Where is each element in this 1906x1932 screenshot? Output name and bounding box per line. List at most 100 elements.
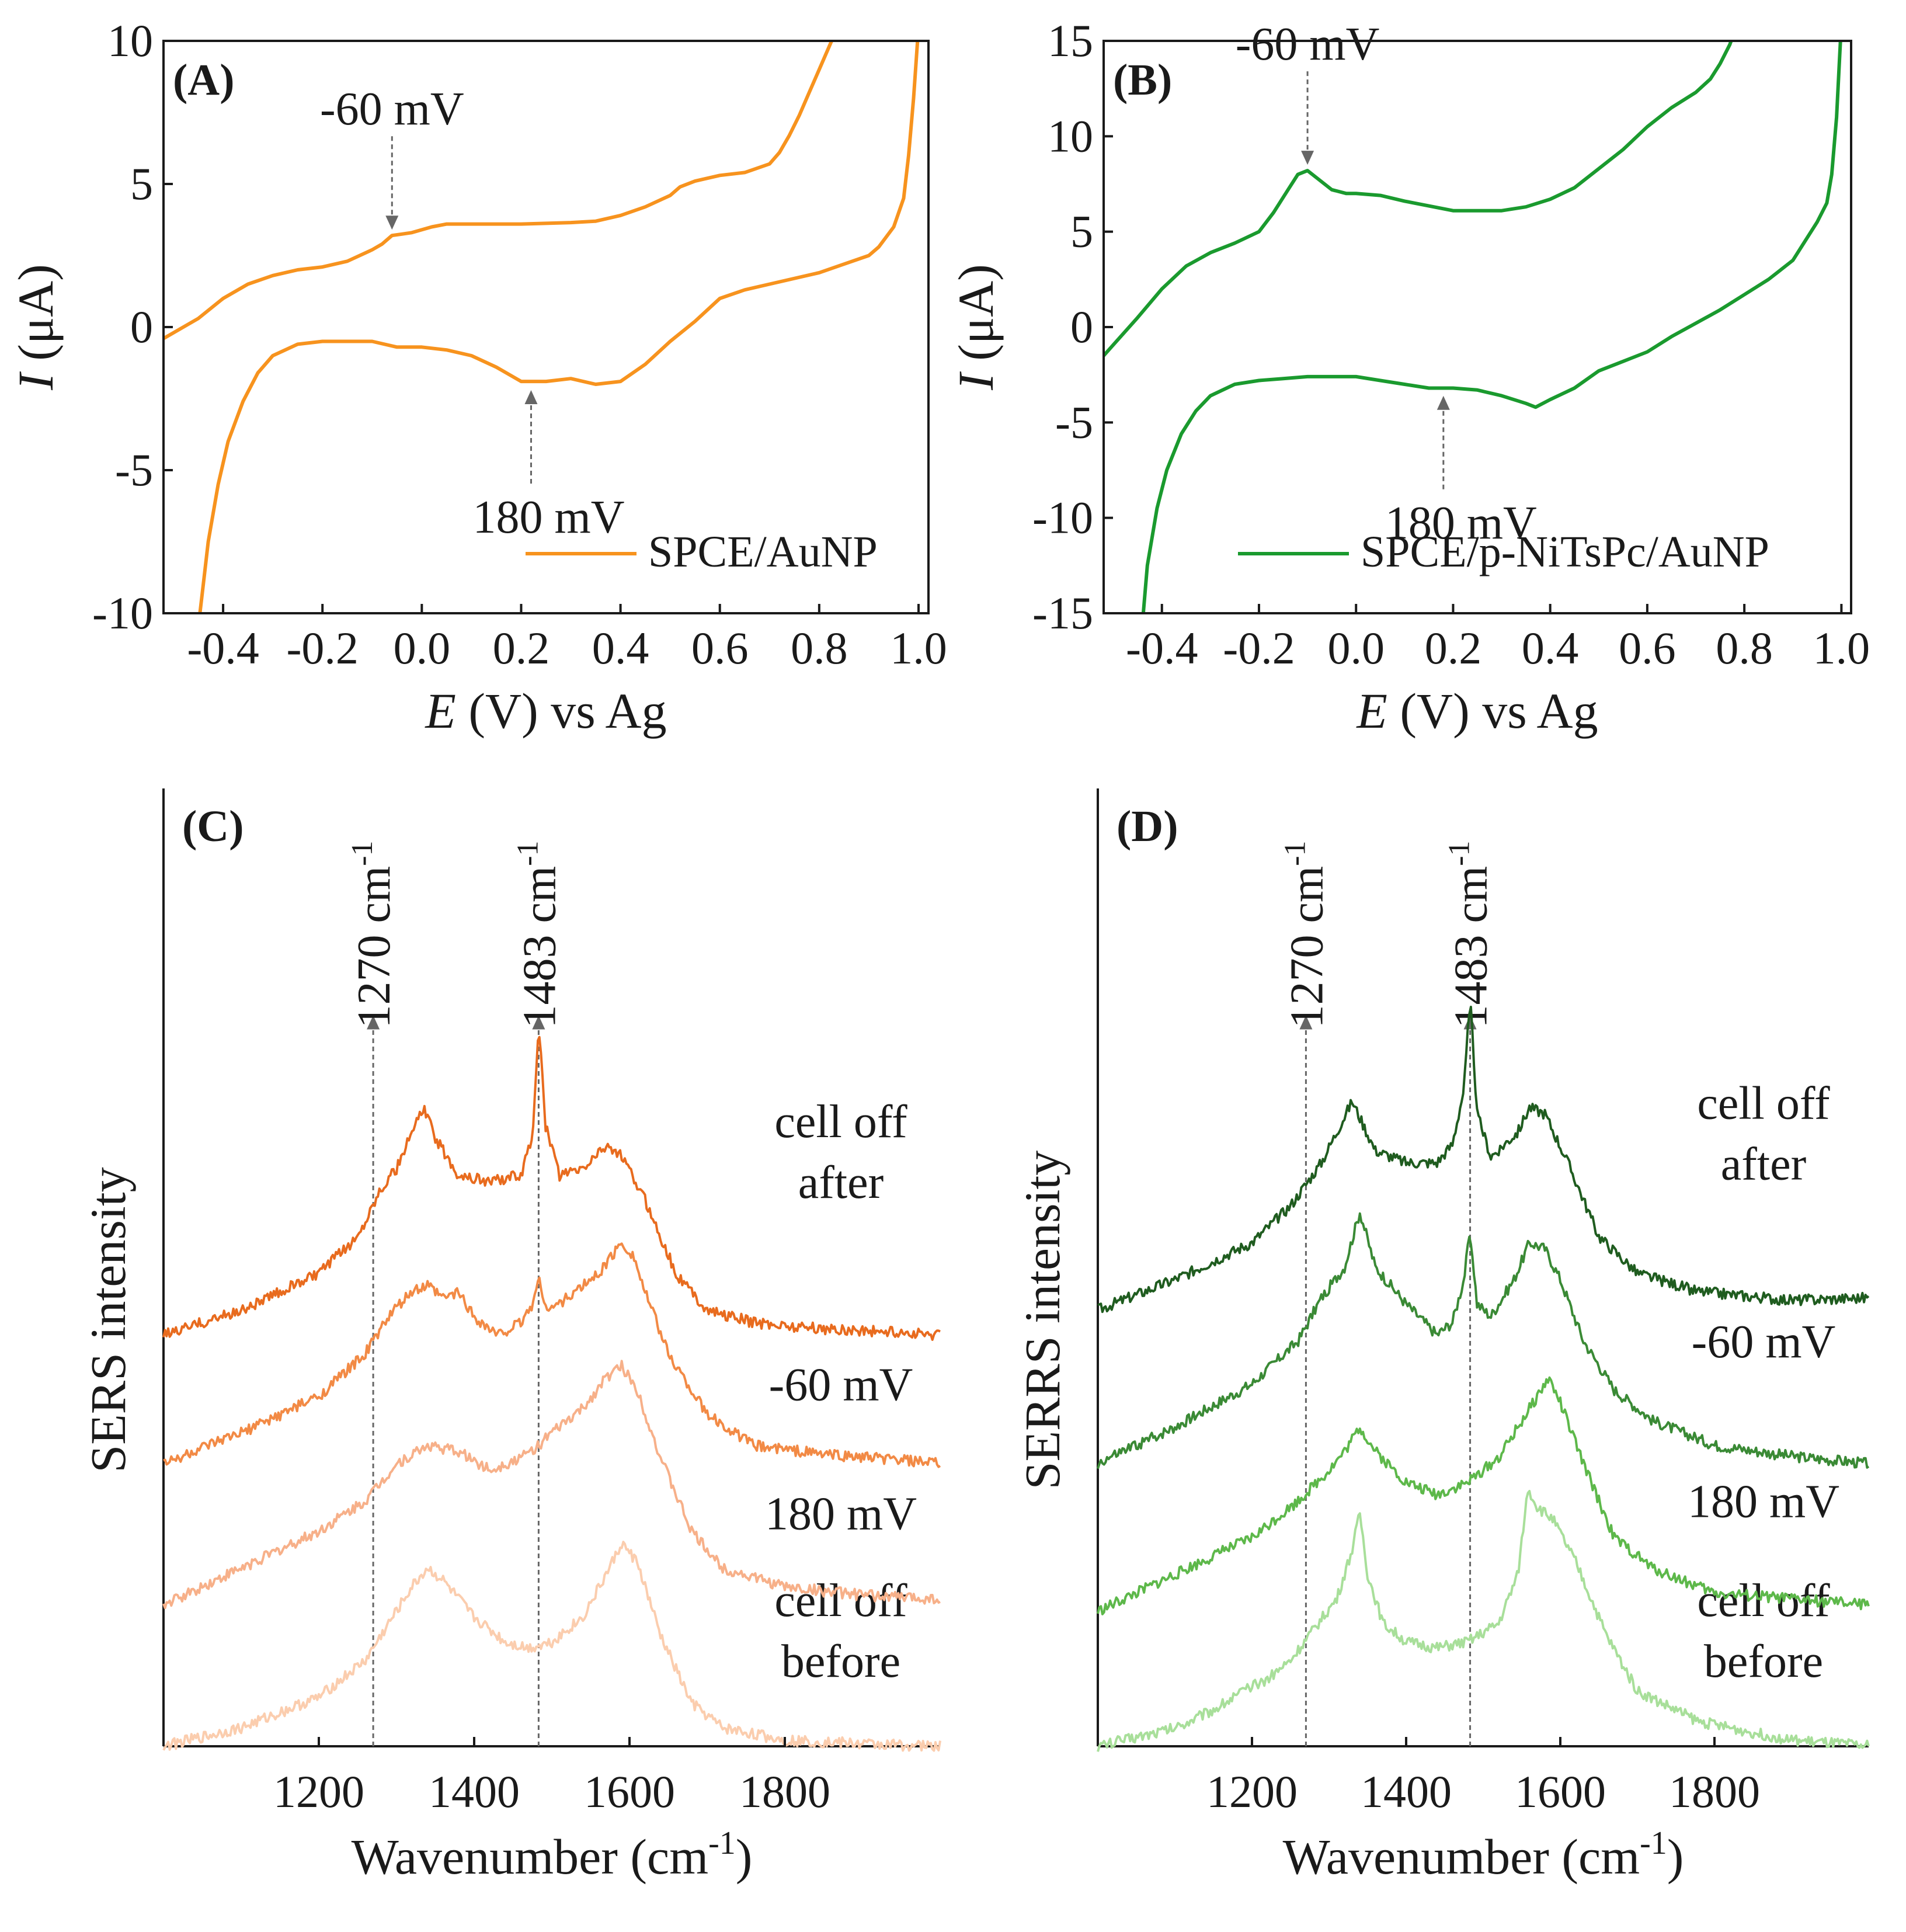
x-tick-label: 1200 — [273, 1766, 364, 1817]
x-axis-title-sup: -1 — [1640, 1825, 1667, 1861]
annotation-arrowhead — [1301, 151, 1314, 165]
x-tick-label: 1400 — [429, 1766, 520, 1817]
annotation-label: -60 mV — [1236, 19, 1380, 70]
trace-label: cell off — [1697, 1078, 1830, 1129]
annotation-arrowhead — [524, 390, 538, 404]
cv-series-cathodic — [1141, 41, 1842, 613]
trace-label: cell off — [774, 1575, 907, 1627]
trace-label: after — [798, 1157, 884, 1208]
panel-a-cv-plot: -0.4 -0.2 0.0 0.2 0.4 0.6 0.8 1.0 -10 -5 0 5 10 E (V)… — [8, 15, 947, 739]
peak-label-sup: -1 — [1278, 840, 1312, 866]
x-tick-label: 0.6 — [1619, 623, 1676, 673]
peak-label-sup: -1 — [1443, 840, 1476, 866]
peak-arrowhead — [367, 1015, 380, 1030]
annotation-arrowhead — [385, 216, 399, 230]
peak-label-value: 1483 cm — [514, 866, 565, 1028]
x-tick-label: 1600 — [1515, 1766, 1606, 1817]
annotation-arrowhead — [1437, 395, 1450, 410]
panel-letter: (D) — [1117, 802, 1178, 851]
x-axis-title-unit: (V) vs Ag — [456, 683, 667, 739]
x-axis-title-main: Wavenumber (cm — [1283, 1829, 1640, 1885]
panel-b-cv-plot: -0.4 -0.2 0.0 0.2 0.4 0.6 0.8 1.0 -15 -10 -5 0 5 10 15… — [948, 15, 1870, 739]
peak-label-sup: -1 — [511, 840, 544, 866]
y-axis-title-symbol: I — [8, 371, 64, 391]
y-tick-label: 10 — [107, 15, 153, 66]
y-tick-label: 5 — [1070, 206, 1093, 257]
x-tick-label: -0.4 — [187, 623, 259, 673]
x-tick-label: -0.2 — [1223, 623, 1295, 673]
spectrum-2 — [1097, 1376, 1870, 1615]
x-axis-title: E (V) vs Ag — [424, 683, 666, 739]
trace-label: -60 mV — [769, 1360, 913, 1411]
x-tick-label: 0.8 — [1716, 623, 1773, 673]
cv-series-cathodic — [198, 41, 920, 613]
x-tick-label: 0.0 — [394, 623, 451, 673]
x-tick-label: -0.2 — [286, 623, 358, 673]
trace-label: after — [1721, 1138, 1807, 1190]
x-axis-title-unit: (V) vs Ag — [1387, 683, 1598, 739]
x-axis-title: Wavenumber (cm-1) — [1283, 1825, 1684, 1885]
peak-label: 1270 cm-1 — [1278, 840, 1333, 1028]
x-axis-title-sup: -1 — [708, 1825, 736, 1861]
trace-label: 180 mV — [1688, 1476, 1839, 1527]
x-tick-label: 1800 — [739, 1766, 830, 1817]
x-tick-label: 0.4 — [592, 623, 649, 673]
x-tick-label: 0.4 — [1522, 623, 1579, 673]
peak-arrowhead — [1299, 1015, 1313, 1030]
y-axis-title: SERRS intensity — [1014, 1151, 1070, 1490]
peak-arrowhead — [532, 1015, 545, 1030]
peak-label-value: 1270 cm — [349, 866, 400, 1028]
y-tick-label: 0 — [1070, 301, 1093, 352]
x-tick-label: 1.0 — [890, 623, 947, 673]
y-axis-title: SERS intensity — [80, 1167, 136, 1472]
spectrum-2 — [162, 1360, 941, 1610]
x-tick-label: 0.6 — [691, 623, 749, 673]
peak-label-sup: -1 — [346, 840, 379, 866]
peak-label: 1270 cm-1 — [346, 840, 400, 1028]
annotation-label: -60 mV — [320, 84, 464, 135]
peak-label: 1483 cm-1 — [1443, 840, 1497, 1028]
x-axis-title: Wavenumber (cm-1) — [352, 1825, 753, 1885]
x-tick-label: 1600 — [584, 1766, 675, 1817]
cv-series-anodic — [164, 41, 834, 340]
spectrum-3 — [163, 1242, 941, 1468]
x-tick-label: 1200 — [1206, 1766, 1298, 1817]
x-axis-title-close: ) — [736, 1829, 753, 1885]
spectrum-3 — [1097, 1212, 1870, 1469]
x-axis-title-main: Wavenumber (cm — [352, 1829, 709, 1885]
spectrum-4 — [1097, 1006, 1870, 1314]
x-tick-label: 0.2 — [493, 623, 550, 673]
y-tick-label: 15 — [1048, 15, 1093, 66]
trace-label: cell off — [774, 1096, 907, 1148]
x-axis-title: E (V) vs Ag — [1355, 683, 1598, 739]
y-tick-label: -10 — [92, 588, 153, 638]
y-axis-title: I (μA) — [8, 264, 64, 391]
panel-letter: (A) — [173, 55, 235, 105]
plot-area — [164, 41, 920, 613]
plot-area — [1104, 41, 1842, 613]
y-tick-label: -5 — [115, 444, 153, 495]
x-tick-label: 1400 — [1361, 1766, 1452, 1817]
peak-label-value: 1270 cm — [1281, 866, 1333, 1028]
trace-label: -60 mV — [1692, 1316, 1836, 1368]
y-tick-label: -5 — [1055, 397, 1093, 447]
legend-label: SPCE/p-NiTsPc/AuNP — [1361, 527, 1769, 576]
y-tick-label: -15 — [1032, 588, 1093, 638]
y-axis-title-unit: (μA) — [948, 264, 1004, 373]
x-tick-label: 1.0 — [1813, 623, 1870, 673]
x-axis-title-close: ) — [1667, 1829, 1684, 1885]
x-tick-label: 1800 — [1669, 1766, 1760, 1817]
y-tick-label: 5 — [130, 158, 153, 209]
x-tick-label: -0.4 — [1126, 623, 1198, 673]
trace-label: before — [781, 1636, 900, 1687]
x-tick-label: 0.0 — [1327, 623, 1385, 673]
y-axis-title-symbol: I — [948, 371, 1004, 391]
peak-label: 1483 cm-1 — [511, 840, 565, 1028]
trace-label: 180 mV — [765, 1489, 917, 1540]
y-tick-label: -10 — [1032, 492, 1093, 543]
peak-label-value: 1483 cm — [1446, 866, 1497, 1028]
trace-label: cell off — [1697, 1575, 1830, 1627]
